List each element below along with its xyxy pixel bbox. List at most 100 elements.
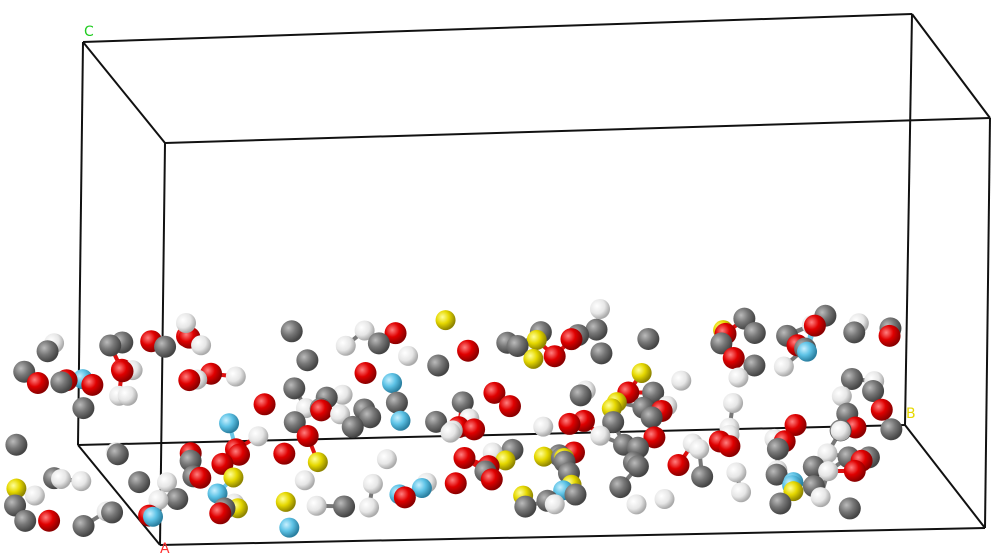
atom (765, 463, 788, 486)
atom (385, 391, 408, 414)
atom (506, 334, 529, 357)
atom (354, 320, 375, 341)
atom (178, 369, 201, 392)
atom (106, 443, 129, 466)
atom (156, 472, 177, 493)
atom (189, 466, 212, 489)
atom (643, 426, 666, 449)
atom (457, 339, 480, 362)
atom (6, 478, 27, 499)
atom (273, 442, 296, 465)
atom (71, 471, 92, 492)
atom (219, 413, 240, 434)
atom (427, 354, 450, 377)
cell-edge (984, 117, 991, 529)
atom (341, 415, 364, 438)
atom (569, 384, 592, 407)
atom (731, 482, 752, 503)
atom (24, 485, 45, 506)
axis-label-a: A (160, 541, 170, 554)
atom (398, 345, 419, 366)
atom (726, 462, 747, 483)
atom (72, 514, 95, 537)
atom (797, 341, 818, 362)
atom (382, 372, 403, 393)
atom (585, 318, 608, 341)
atom (335, 335, 356, 356)
atom (689, 438, 710, 459)
atom (148, 489, 169, 510)
atom (296, 349, 319, 372)
atom (723, 392, 744, 413)
atom (722, 347, 745, 370)
atom (26, 371, 49, 394)
atom (411, 478, 432, 499)
atom (840, 367, 863, 390)
atom (223, 467, 244, 488)
atom (671, 370, 692, 391)
atom (640, 406, 663, 429)
atom (526, 329, 547, 350)
atom (558, 412, 581, 435)
atom (843, 459, 866, 482)
atom (480, 468, 503, 491)
atom (483, 381, 506, 404)
atom (191, 335, 212, 356)
atom (279, 517, 300, 538)
atom (878, 324, 901, 347)
atom (294, 470, 315, 491)
atom (390, 410, 411, 431)
atom (209, 502, 232, 525)
atom (691, 465, 714, 488)
atom (332, 384, 353, 405)
atom (280, 320, 303, 343)
cell-edge (82, 13, 913, 43)
atom (435, 310, 456, 331)
atom (843, 321, 866, 344)
atom (626, 455, 649, 478)
atom (637, 327, 660, 350)
atom (359, 406, 382, 429)
atom (602, 411, 625, 434)
cell-edge (164, 117, 991, 144)
atom (523, 348, 544, 369)
atom (176, 313, 196, 333)
atom (310, 399, 333, 422)
atom (609, 476, 632, 499)
atom (803, 314, 826, 337)
atom (862, 379, 885, 402)
atom (743, 321, 766, 344)
atom (784, 413, 807, 436)
atom (225, 366, 246, 387)
molecules (4, 299, 903, 538)
atom (440, 422, 461, 443)
atom (362, 473, 383, 494)
atom (36, 340, 59, 363)
atom (773, 356, 794, 377)
atom (463, 418, 486, 441)
atom (425, 410, 448, 433)
atom (296, 425, 319, 448)
atom (143, 506, 164, 527)
atom (453, 446, 476, 469)
atom (117, 385, 138, 406)
atom (870, 398, 893, 421)
atom (560, 328, 583, 351)
atom (367, 332, 390, 355)
atom (154, 335, 177, 358)
atom (590, 299, 610, 319)
atom (253, 393, 276, 416)
atom (710, 332, 733, 355)
cell-edge (904, 13, 913, 426)
atom (667, 454, 690, 477)
atom (128, 471, 151, 494)
atom (444, 472, 467, 495)
atom (228, 443, 251, 466)
atom (626, 494, 647, 515)
atom (533, 446, 554, 467)
atom (818, 461, 839, 482)
atom (769, 492, 792, 515)
cell-edge (159, 527, 986, 546)
